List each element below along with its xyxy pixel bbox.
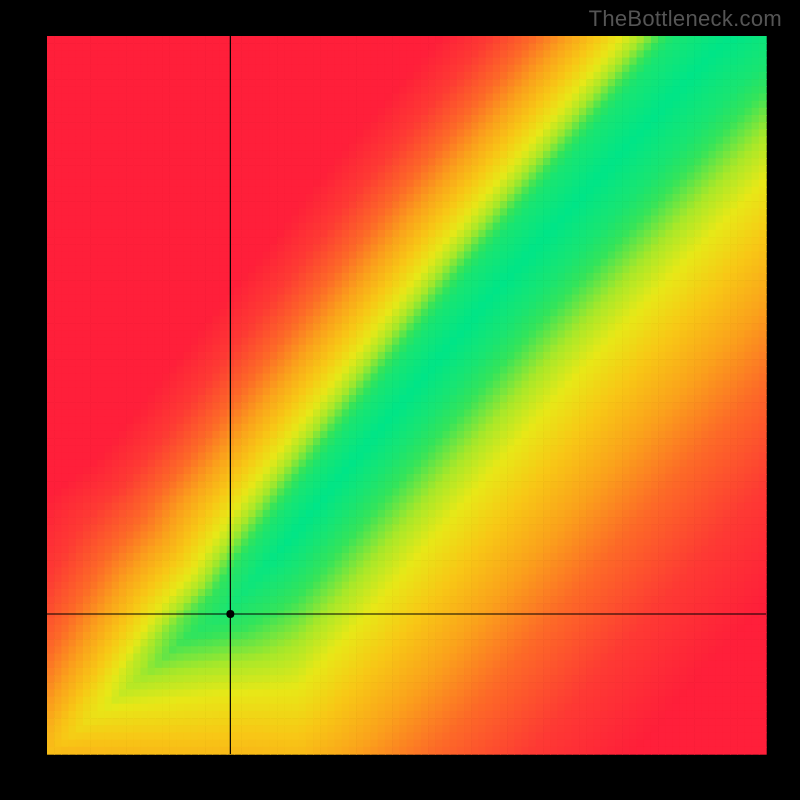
bottleneck-heatmap bbox=[0, 0, 800, 800]
chart-container: TheBottleneck.com bbox=[0, 0, 800, 800]
watermark-text: TheBottleneck.com bbox=[589, 6, 782, 32]
